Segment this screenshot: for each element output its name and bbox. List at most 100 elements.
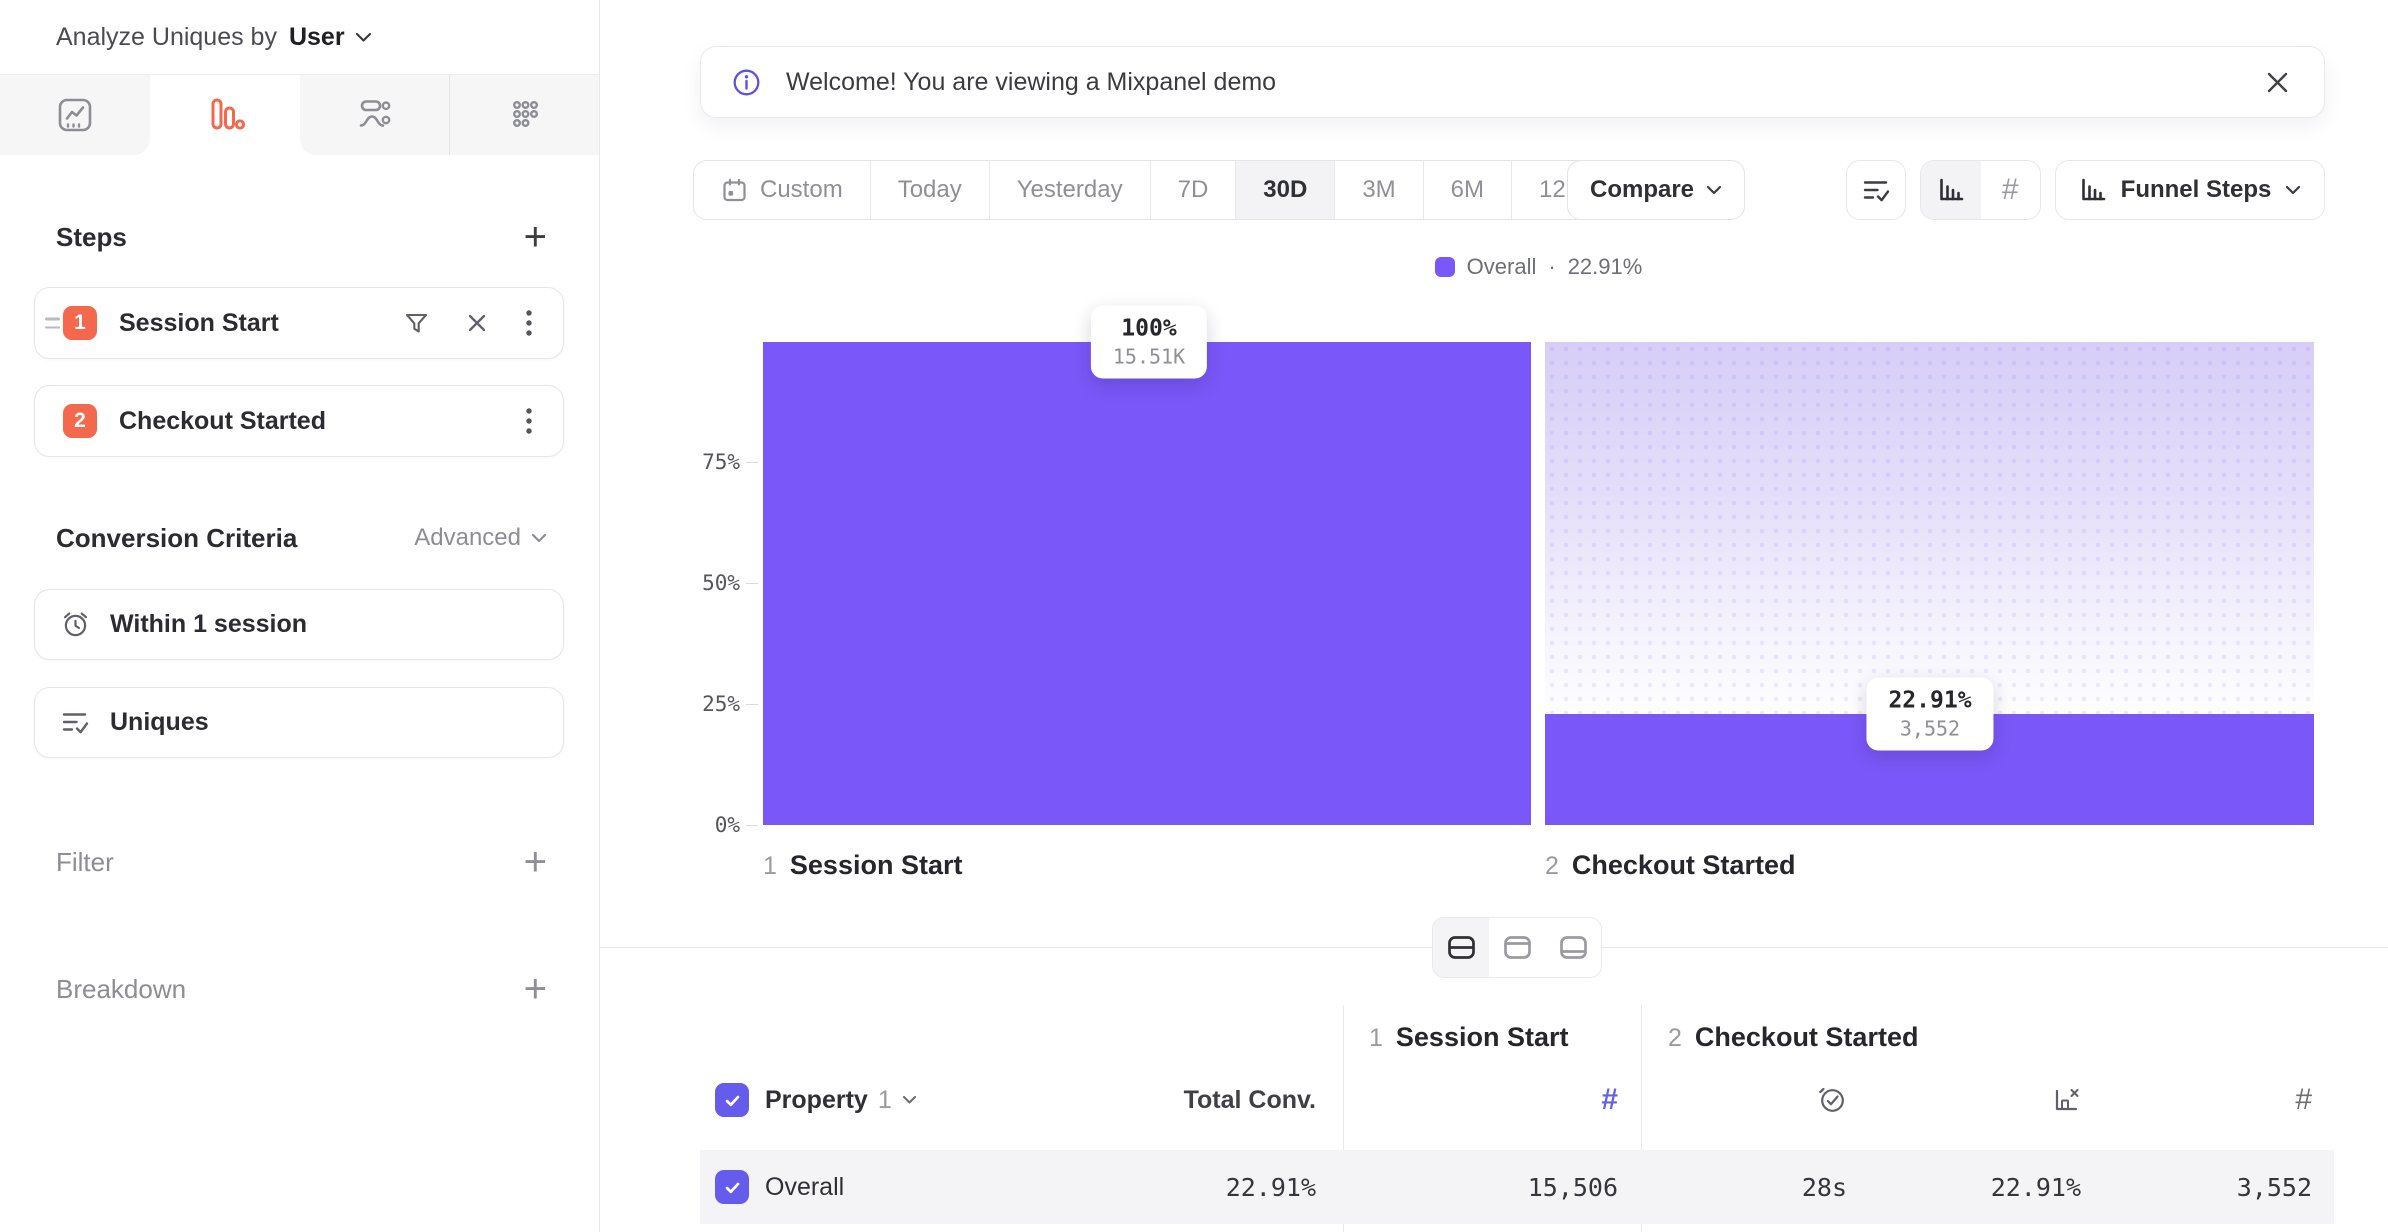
close-icon	[467, 313, 487, 333]
welcome-banner: Welcome! You are viewing a Mixpanel demo	[700, 46, 2325, 118]
conversion-criteria-heading: Conversion Criteria	[56, 522, 298, 553]
add-breakdown-button[interactable]: +	[523, 967, 547, 1011]
date-range-30d[interactable]: 30D	[1235, 161, 1335, 219]
alarm-clock-icon	[61, 610, 90, 639]
cell-step1-count: 15,506	[1527, 1172, 1618, 1202]
step-index: 1	[763, 852, 777, 880]
value-display-toggle: #	[1920, 160, 2041, 220]
date-range-yesterday[interactable]: Yesterday	[988, 161, 1150, 219]
kebab-menu-icon	[525, 407, 533, 435]
tab-insights[interactable]	[0, 75, 150, 155]
steps-section-header: Steps +	[56, 210, 547, 264]
date-range-7d[interactable]: 7D	[1149, 161, 1236, 219]
step-number-badge: 2	[63, 404, 97, 438]
conversion-window-card[interactable]: Within 1 session	[34, 589, 564, 660]
number-view-toggle[interactable]: #	[1981, 161, 2041, 219]
list-check-icon	[1862, 177, 1891, 204]
step-index: 1	[1369, 1024, 1383, 1052]
axis-tick-mark	[746, 583, 758, 584]
column-divider	[1641, 1005, 1642, 1232]
analyze-by-value: User	[288, 22, 345, 51]
date-range-label: 30D	[1263, 176, 1308, 203]
step-card-session-start[interactable]: 1 Session Start	[34, 287, 564, 359]
cell-avg-time: 28s	[1801, 1172, 1847, 1202]
row-checkbox[interactable]	[715, 1170, 749, 1204]
select-all-checkbox[interactable]	[715, 1083, 749, 1117]
step-title[interactable]: Checkout Started	[119, 406, 326, 435]
close-icon	[2265, 70, 2290, 95]
tooltip-count: 15.51K	[1112, 344, 1186, 369]
table-row-overall[interactable]	[700, 1150, 2334, 1224]
step-menu-button[interactable]	[521, 403, 537, 439]
date-range-3m[interactable]: 3M	[1334, 161, 1423, 219]
add-filter-button[interactable]: +	[523, 840, 547, 884]
legend-separator: ·	[1548, 254, 1556, 279]
tooltip-count: 3,552	[1899, 716, 1961, 741]
y-axis-tick: 25%	[702, 692, 740, 716]
step-label: Session Start	[1395, 1022, 1569, 1052]
date-range-6m[interactable]: 6M	[1422, 161, 1511, 219]
step-menu-button[interactable]	[521, 305, 537, 341]
step1-count-column-header[interactable]: #	[1601, 1083, 1618, 1117]
step-index: 2	[1545, 852, 1559, 880]
date-range-today[interactable]: Today	[869, 161, 989, 219]
insights-chart-icon	[55, 95, 95, 135]
banner-close-button[interactable]	[2261, 66, 2294, 99]
conversion-criteria-header: Conversion Criteria Advanced	[56, 510, 547, 566]
counting-method-card[interactable]: Uniques	[34, 687, 564, 758]
metrics-list-button[interactable]	[1846, 160, 1906, 220]
chart-view-label: Funnel Steps	[2120, 176, 2272, 203]
hash-icon: #	[2001, 173, 2019, 206]
step-label: Checkout Started	[1694, 1022, 1919, 1052]
info-icon	[731, 67, 762, 98]
chevron-down-icon	[531, 533, 547, 543]
tab-more-reports[interactable]	[449, 75, 599, 155]
step-card-checkout-started[interactable]: 2 Checkout Started	[34, 385, 564, 457]
chevron-down-icon	[1706, 185, 1722, 195]
compare-button[interactable]: Compare	[1567, 160, 1745, 220]
breakdown-heading: Breakdown	[56, 973, 187, 1004]
drag-handle-icon[interactable]	[45, 317, 60, 329]
tooltip-percent: 22.91%	[1888, 687, 1972, 714]
step-filter-button[interactable]	[400, 308, 433, 339]
conversion-window-label: Within 1 session	[110, 610, 308, 638]
legend-value: 22.91%	[1567, 254, 1643, 279]
conv-rate-column-header[interactable]	[2051, 1083, 2081, 1117]
advanced-toggle[interactable]: Advanced	[414, 524, 547, 552]
layout-chart-only-icon[interactable]	[1489, 918, 1545, 977]
step-title[interactable]: Session Start	[119, 308, 279, 337]
date-range-label: Yesterday	[1016, 176, 1123, 203]
steps-heading: Steps	[56, 221, 127, 252]
bar-value-tooltip: 100% 15.51K	[1090, 305, 1208, 379]
tab-flows[interactable]	[299, 75, 450, 155]
step-remove-button[interactable]	[463, 309, 491, 337]
tooltip-percent: 100%	[1121, 315, 1177, 342]
list-check-icon	[61, 709, 90, 736]
date-range-control: Custom Today Yesterday 7D 30D 3M 6M 12M	[693, 160, 1614, 220]
layout-table-only-icon[interactable]	[1545, 918, 1601, 977]
property-selector[interactable]: Property 1	[765, 1083, 917, 1117]
tab-funnels[interactable]	[149, 75, 300, 155]
date-range-custom[interactable]: Custom	[694, 161, 870, 219]
filter-section: Filter +	[56, 835, 547, 889]
row-label: Overall	[765, 1172, 845, 1201]
percent-view-toggle[interactable]	[1921, 161, 1981, 219]
bar-value-tooltip: 22.91% 3,552	[1866, 677, 1994, 751]
avg-time-column-header[interactable]	[1817, 1083, 1847, 1117]
counting-method-label: Uniques	[110, 708, 209, 736]
chevron-down-icon	[2285, 185, 2301, 195]
step-label: Session Start	[789, 850, 963, 880]
chevron-down-icon	[355, 32, 372, 43]
legend-item-overall[interactable]: Overall · 22.91%	[763, 254, 2314, 280]
funnel-dropoff-checkout-started[interactable]	[1545, 342, 2314, 714]
step-index: 2	[1668, 1024, 1682, 1052]
hash-icon: #	[1601, 1083, 1618, 1116]
analyze-by-selector[interactable]: User	[289, 23, 372, 52]
chart-view-selector[interactable]: Funnel Steps	[2055, 160, 2325, 220]
step2-count-column-header[interactable]: #	[2295, 1083, 2312, 1117]
add-step-button[interactable]: +	[523, 215, 547, 259]
total-conv-header[interactable]: Total Conv.	[1183, 1085, 1316, 1114]
funnel-bar-session-start[interactable]	[763, 342, 1531, 825]
layout-split-icon[interactable]	[1433, 918, 1489, 977]
